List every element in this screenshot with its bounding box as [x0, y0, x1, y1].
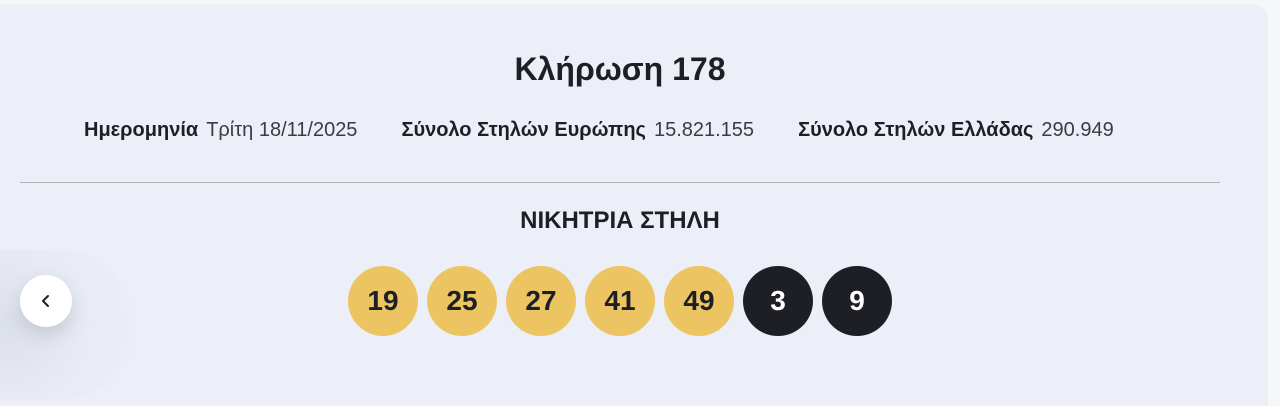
meta-value: 290.949	[1041, 119, 1114, 141]
bonus-number-ball: 9	[822, 266, 892, 336]
divider	[20, 182, 1220, 183]
meta-label: Σύνολο Στηλών Ευρώπης	[401, 119, 646, 141]
main-number-ball: 41	[585, 266, 655, 336]
meta-label: Ημερομηνία	[84, 119, 199, 141]
meta-greece-total: Σύνολο Στηλών Ελλάδας 290.949	[798, 119, 1114, 142]
winning-column-title: ΝΙΚΗΤΡΙΑ ΣΤΗΛΗ	[520, 207, 720, 234]
draw-title: Κλήρωση 178	[514, 51, 726, 87]
main-number-ball: 25	[427, 266, 497, 336]
meta-value: Τρίτη 18/11/2025	[206, 119, 358, 141]
draw-results-card: Κλήρωση 178 Ημερομηνία Τρίτη 18/11/2025 Σ…	[0, 5, 1266, 406]
draw-meta: Ημερομηνία Τρίτη 18/11/2025 Σύνολο Στηλών…	[84, 119, 1114, 142]
main-number-ball: 19	[348, 266, 418, 336]
meta-date: Ημερομηνία Τρίτη 18/11/2025	[84, 119, 357, 142]
main-number-ball: 27	[506, 266, 576, 336]
previous-draw-button[interactable]	[20, 275, 72, 327]
winning-numbers: 19 25 27 41 49 3 9	[348, 266, 892, 336]
meta-label: Σύνολο Στηλών Ελλάδας	[798, 119, 1034, 141]
meta-value: 15.821.155	[653, 119, 755, 141]
main-number-ball: 49	[664, 266, 734, 336]
bonus-number-ball: 3	[743, 266, 813, 336]
chevron-left-icon	[42, 295, 49, 307]
meta-europe-total: Σύνολο Στηλών Ευρώπης 15.821.155	[401, 119, 754, 142]
button-halo	[0, 250, 135, 400]
